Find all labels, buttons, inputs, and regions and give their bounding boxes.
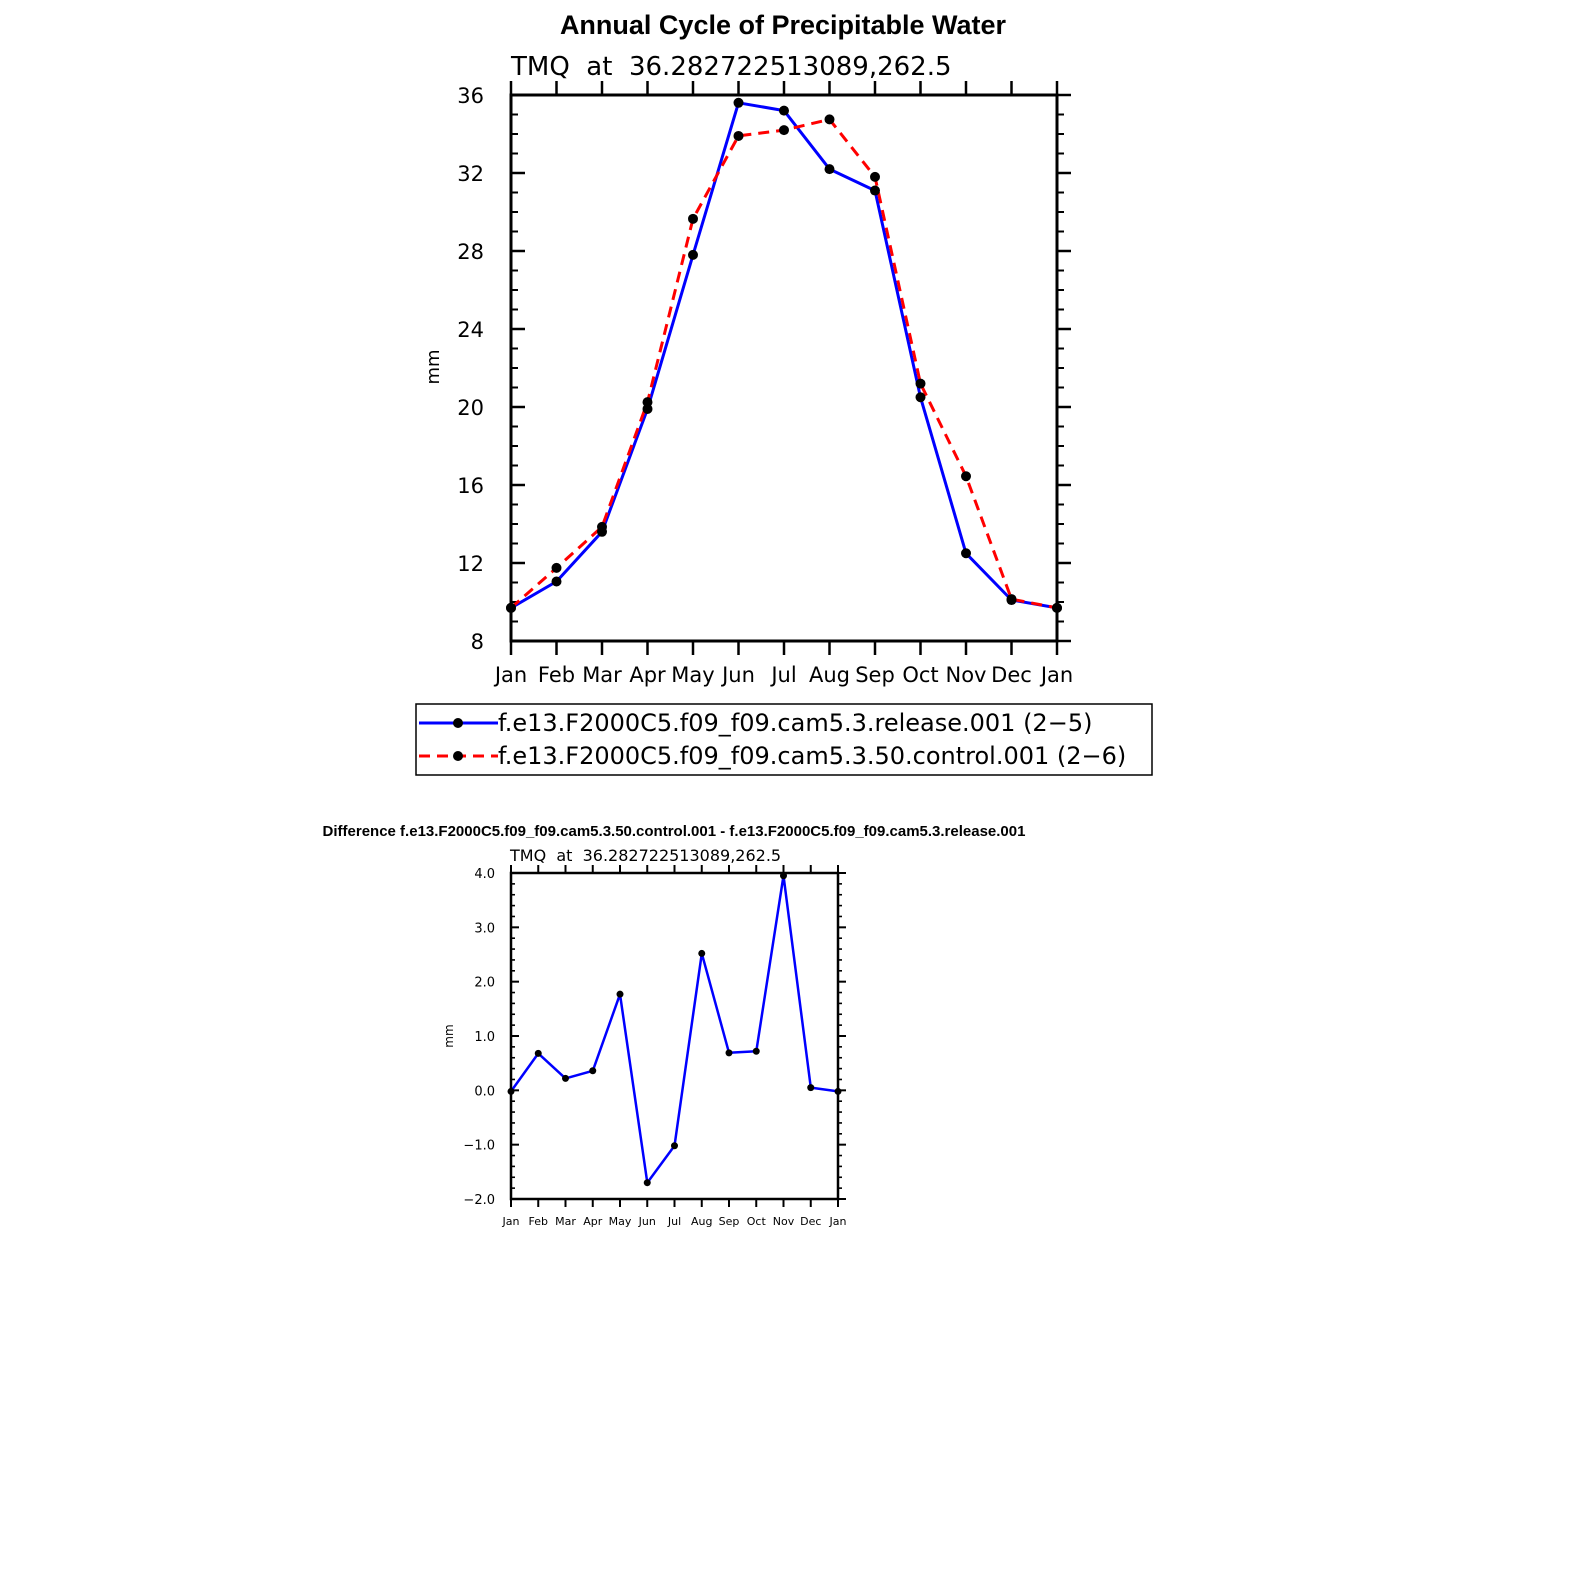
series-0-point [688,249,698,260]
series-0-point [671,1142,678,1150]
x-tick-label: Dec [991,663,1032,687]
y-tick-label: −1.0 [463,1139,495,1154]
x-tick-label: Mar [582,663,622,687]
difference-y-axis-label: mm [442,1024,456,1047]
y-tick-label: −2.0 [463,1193,495,1208]
x-tick-label: Apr [583,1215,603,1228]
series-1-point [1006,594,1017,605]
annual-cycle-plot: 8 12 16 20 24 28 32 36 Jan Feb Mar Apr May Jun Jul Aug S… [457,81,1073,687]
x-tick-label: Jan [493,663,527,687]
y-tick-label: 12 [457,552,484,576]
x-tick-label: Feb [538,663,575,687]
series-line-0 [509,874,839,1184]
series-1-point [551,562,562,573]
y-axis-label: mm [423,349,444,384]
x-tick-label: Sep [855,663,895,687]
legend: f.e13.F2000C5.f09_f09.cam5.3.release.001… [415,703,1153,776]
series-0-point [733,97,744,108]
y-tick-label: 3.0 [474,921,495,936]
legend-label-control: f.e13.F2000C5.f09_f09.cam5.3.50.control.… [498,742,1126,770]
series-0-point [616,990,624,998]
plot-frame [509,93,1059,643]
x-tick-label: Jan [829,1215,847,1228]
legend-label-release: f.e13.F2000C5.f09_f09.cam5.3.release.001… [498,709,1092,737]
series-line-0 [510,101,1058,610]
chart-subtitle: TMQ at 36.282722513089,262.5 [510,52,952,82]
series-0-point [824,164,835,175]
legend-box [415,703,1153,776]
x-tick-label: Aug [809,663,850,687]
y-tick-label: 1.0 [474,1030,495,1045]
x-tick-label: Aug [691,1215,712,1228]
series-1-point [688,213,698,224]
y-tick-label: 16 [457,474,484,498]
series-1-point [597,521,607,532]
y-tick-label: 20 [457,396,484,420]
series-0-point [507,1087,515,1095]
y-tick-label: 0.0 [474,1084,495,1099]
series-0-point [807,1084,815,1092]
series-1-point [779,125,789,136]
series-line-1 [510,117,1058,610]
x-tick-label: Jul [769,663,796,687]
series-0-point [834,1087,842,1095]
series-1-point [870,171,880,182]
series-0-point [779,105,789,116]
series-1-point [1052,602,1062,613]
x-tick-label: Nov [773,1215,795,1228]
legend-marker-release [453,718,463,728]
series-0-point [915,392,926,403]
legend-marker-control [453,751,463,761]
series-0-point [870,185,880,196]
x-tick-label: Oct [902,663,938,687]
x-tick-label: Dec [800,1215,821,1228]
y-tick-label: 8 [471,630,484,654]
series-0-point [643,1179,651,1187]
series-0-point [589,1067,597,1075]
x-tick-label: Mar [555,1215,576,1228]
chart-title: Annual Cycle of Precipitable Water [560,10,1007,40]
series-1-point [506,602,516,613]
x-tick-label: Jan [1039,663,1073,687]
series-0-point [534,1049,542,1057]
series-1-point [961,471,971,482]
series-0-point [725,1049,733,1057]
difference-plot: −2.0 −1.0 0.0 1.0 2.0 3.0 4.0 Jan Feb Mar Apr May Ju… [463,865,847,1228]
x-tick-label: Jun [638,1215,656,1228]
y-tick-label: 28 [457,240,484,264]
y-tick-label: 36 [457,84,484,108]
x-tick-label: Jan [502,1215,520,1228]
x-tick-label: Feb [529,1215,548,1228]
series-0-point [752,1047,760,1055]
x-tick-label: Sep [719,1215,740,1228]
series-1-point [824,114,835,125]
difference-chart-subtitle: TMQ at 36.282722513089,262.5 [509,846,781,865]
series-0-point [551,576,562,587]
x-tick-label: May [671,663,714,687]
series-1-point [733,130,744,141]
y-tick-label: 24 [457,318,484,342]
x-tick-label: Oct [747,1215,767,1228]
difference-chart-title: Difference f.e13.F2000C5.f09_f09.cam5.3.… [323,823,1026,840]
x-tick-label: Jul [667,1215,681,1228]
x-tick-label: Jun [720,663,755,687]
y-tick-label: 32 [457,162,484,186]
series-0-point [961,548,971,559]
x-tick-label: Nov [946,663,987,687]
series-0-point [698,949,706,957]
series-1-point [915,378,926,389]
series-1-point [642,397,653,408]
x-tick-label: May [609,1215,632,1228]
series-0-point [780,872,787,880]
series-0-point [562,1074,569,1082]
y-tick-label: 2.0 [474,976,495,991]
x-tick-label: Apr [629,663,666,687]
y-tick-label: 4.0 [474,867,495,882]
